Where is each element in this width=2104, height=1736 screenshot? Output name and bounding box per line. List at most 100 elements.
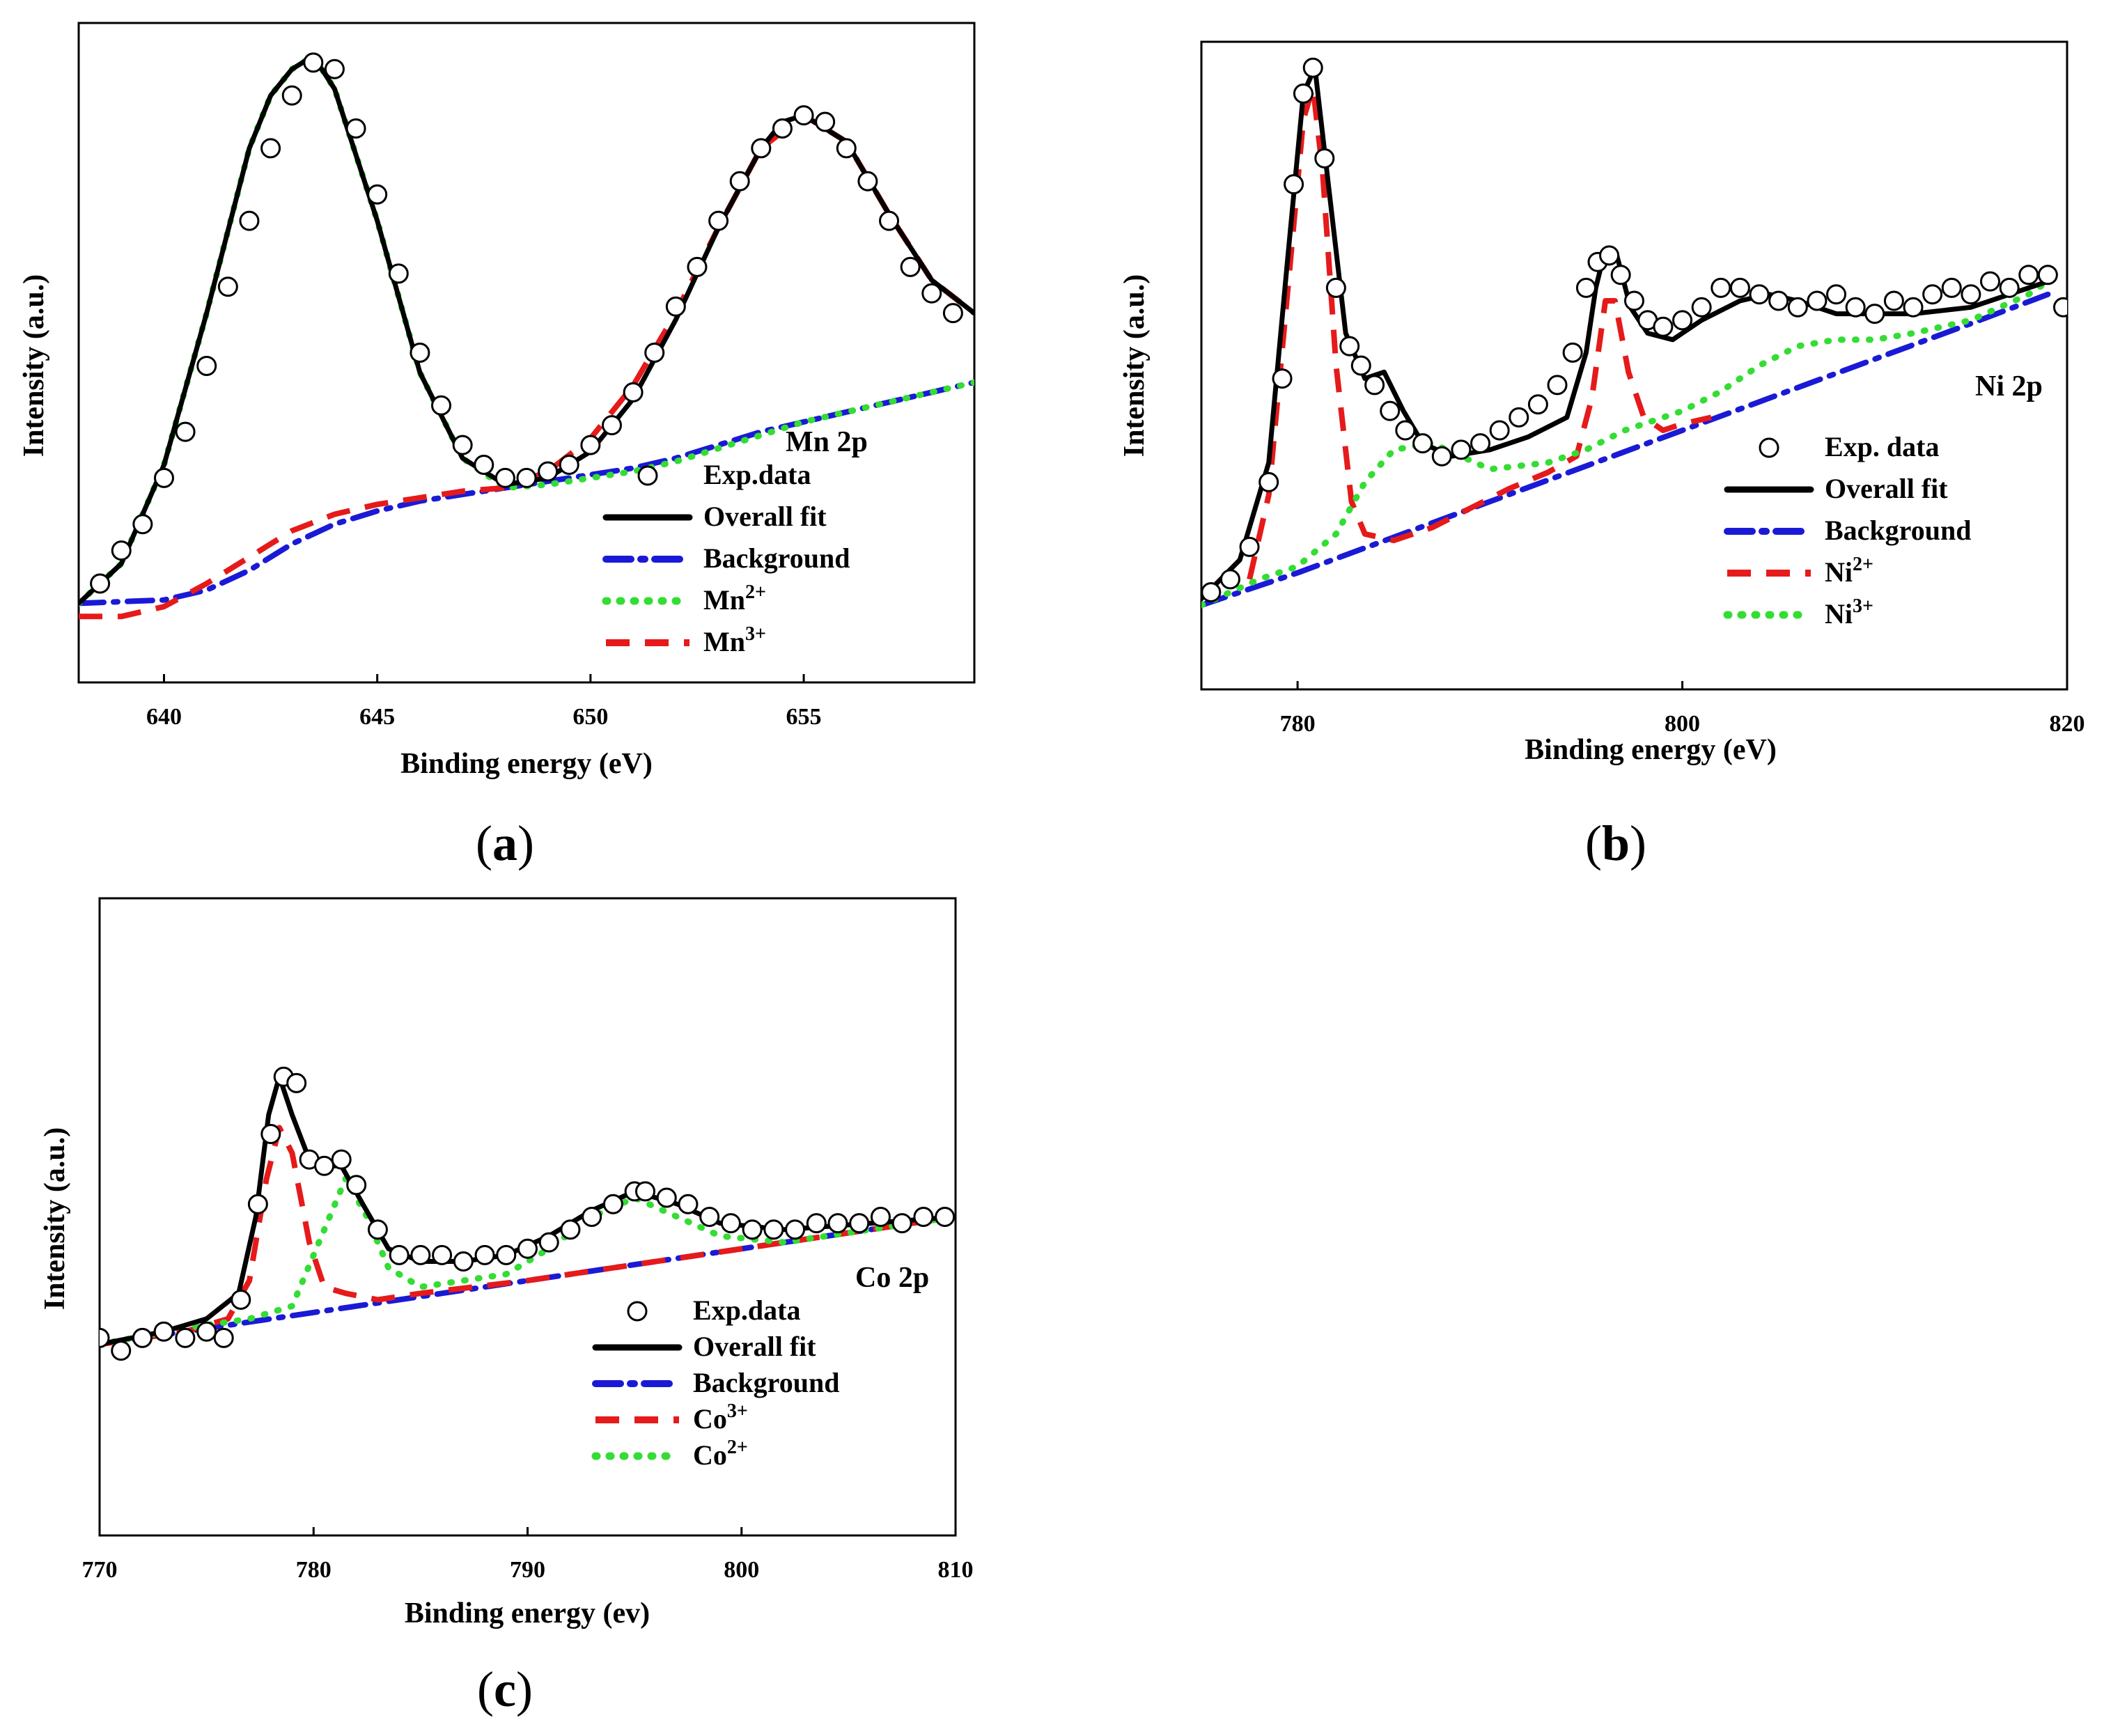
panel-caption-letter: b: [1602, 815, 1630, 871]
series-overall-fit-line: [79, 53, 974, 606]
panel-c-co2p: 770 780 790 800 810 Co 2p Exp.data Overall fi…: [39, 897, 974, 1717]
legend-superscript: 3+: [1853, 595, 1873, 617]
x-tick-label: 780: [1280, 711, 1316, 737]
exp-data-point: [111, 540, 132, 561]
exp-data-point: [1883, 290, 1904, 311]
exp-data-point: [1431, 446, 1452, 467]
exp-data-point: [1575, 277, 1596, 298]
panel-caption-letter: c: [494, 1661, 516, 1717]
exp-data-point: [132, 514, 153, 535]
exp-data-point: [260, 138, 281, 159]
exp-data-point: [196, 1321, 217, 1342]
exp-data-point: [196, 355, 217, 376]
legend-label: Exp.data: [703, 459, 811, 490]
exp-data-point: [1339, 336, 1360, 357]
exp-data-point: [582, 1207, 602, 1227]
exp-data-point: [1302, 57, 1323, 78]
exp-data-point: [601, 415, 622, 436]
exp-data-point: [474, 454, 494, 475]
exp-data-point: [870, 1207, 891, 1227]
exp-data-point: [367, 1219, 388, 1240]
panel-title: Ni 2p: [1975, 370, 2043, 402]
exp-data-point: [453, 1251, 474, 1272]
exp-data-point: [286, 1072, 307, 1093]
exp-data-point: [1314, 148, 1335, 169]
legend-label: Exp.data: [693, 1295, 801, 1326]
exp-data-point: [217, 276, 238, 297]
exp-data-point: [580, 435, 601, 455]
exp-data-point: [346, 1175, 367, 1196]
exp-data-point: [1749, 284, 1770, 305]
exp-data-point: [678, 1194, 699, 1214]
panel-title: Co 2p: [855, 1262, 929, 1294]
exp-data-point: [1941, 277, 1962, 298]
legend-label: Ni2+: [1825, 554, 1873, 588]
legend-superscript: 2+: [1853, 554, 1873, 575]
exp-data-point: [1711, 277, 1731, 298]
exp-data-point: [1845, 297, 1866, 318]
exp-data-point: [1922, 284, 1943, 305]
panel-caption: (a): [476, 815, 534, 871]
exp-data-point: [260, 1124, 281, 1145]
exp-data-point: [1961, 284, 1981, 305]
x-tick-label: 810: [938, 1557, 974, 1583]
exp-data-point: [921, 283, 942, 304]
exp-data-point: [559, 454, 579, 475]
exp-data-point: [1412, 433, 1433, 454]
exp-data-point: [1272, 368, 1293, 389]
x-axis-label: Binding energy (eV): [400, 748, 653, 780]
y-axis-label: Intensity (a.u.): [1119, 274, 1151, 458]
x-tick-label: 790: [510, 1557, 545, 1583]
x-tick-label: 655: [786, 704, 822, 730]
exp-data-point: [742, 1219, 763, 1240]
exp-data-point: [496, 1244, 517, 1265]
legend-superscript: 3+: [745, 623, 766, 645]
legend-label: Mn2+: [703, 581, 766, 616]
exp-data-point: [2018, 265, 2039, 286]
exp-data-point: [1325, 277, 1346, 298]
exp-data-point: [331, 1149, 352, 1170]
exp-data-point: [935, 1207, 956, 1227]
exp-data-point: [432, 1244, 453, 1265]
exp-data-point: [303, 52, 324, 73]
y-axis-label: Intensity (a.u.): [39, 1127, 71, 1311]
exp-data-point: [100, 1327, 110, 1348]
exp-data-point: [452, 435, 473, 455]
exp-data-point: [1201, 582, 1222, 602]
legend-marker: [637, 465, 658, 486]
exp-data-point: [314, 1155, 335, 1176]
exp-data-point: [1729, 277, 1750, 298]
exp-data-point: [1691, 297, 1712, 318]
exp-data-point: [729, 171, 750, 191]
exp-data-point: [772, 118, 793, 139]
exp-data-point: [1864, 304, 1885, 324]
x-tick-label: 770: [82, 1557, 118, 1583]
exp-data-point: [560, 1219, 581, 1240]
exp-data-point: [175, 421, 196, 442]
exp-data-point: [1653, 316, 1674, 337]
exp-data-point: [751, 138, 772, 159]
exp-data-point: [1258, 471, 1279, 492]
exp-data-point: [90, 573, 111, 594]
exp-data-point: [656, 1187, 677, 1208]
panel-caption-letter: a: [492, 815, 517, 871]
exp-data-point: [345, 118, 366, 139]
legend-label: Overall fit: [703, 501, 827, 532]
exp-data-point: [1293, 83, 1314, 104]
exp-data-point: [836, 138, 857, 159]
exp-data-point: [942, 303, 963, 324]
exp-data-point: [367, 184, 388, 205]
exp-data-point: [1451, 439, 1472, 460]
legend-label: Mn3+: [703, 623, 766, 657]
legend-label: Ni3+: [1825, 595, 1873, 630]
exp-data-point: [538, 1232, 559, 1253]
plot-frame: [98, 897, 957, 1537]
series-overall-fit-line: [100, 1074, 956, 1347]
legend-label: Background: [693, 1367, 839, 1398]
exp-data-point: [1562, 342, 1583, 363]
exp-data-point: [517, 1238, 538, 1259]
exp-data-point: [634, 1181, 655, 1202]
exp-data-point: [699, 1207, 720, 1227]
legend-marker: [1759, 437, 1779, 458]
